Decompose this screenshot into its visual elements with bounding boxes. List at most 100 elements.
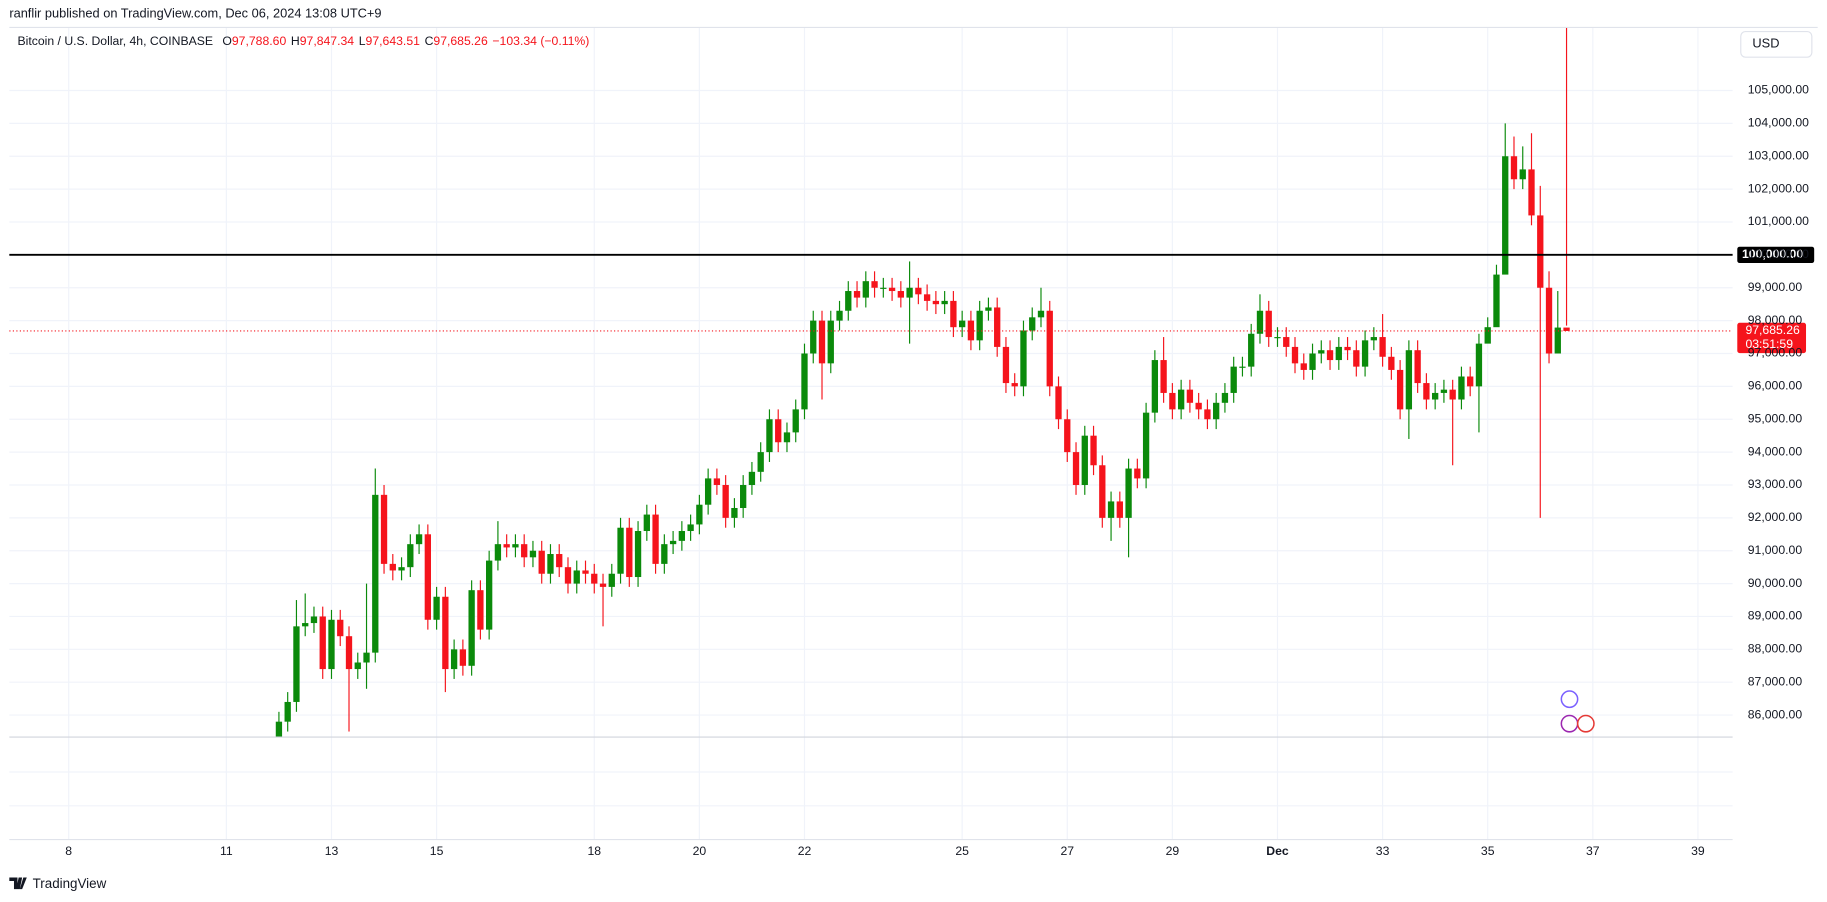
logo-text: TradingView [33, 876, 107, 891]
x-tick-label: 27 [1060, 844, 1074, 858]
x-tick-label: 18 [587, 844, 601, 858]
event-icon[interactable] [1576, 714, 1595, 733]
level-label: 100,000.00 [1742, 247, 1803, 261]
y-tick-label: 91,000.00 [1748, 543, 1803, 557]
candle-body [1537, 215, 1544, 288]
candle-body [1037, 310, 1045, 318]
candle-body [310, 616, 318, 624]
candle-body [836, 310, 843, 321]
candle-body [827, 320, 834, 364]
candle-body [372, 494, 379, 653]
event-icon[interactable] [1560, 714, 1579, 733]
y-tick-label: 98,000.00 [1748, 313, 1803, 327]
candle-body [634, 531, 642, 578]
y-tick-label: 99,000.00 [1748, 280, 1803, 294]
candle-body [1423, 383, 1430, 400]
y-tick-label: 100,000.00 [1748, 247, 1809, 261]
countdown-label: 03:51:59 [1745, 337, 1793, 351]
candle-body [1248, 333, 1255, 367]
x-tick-label: 39 [1691, 844, 1705, 858]
currency-button[interactable] [1740, 30, 1813, 58]
candle-body [284, 701, 291, 722]
candle-body [345, 636, 353, 670]
candle-body [818, 320, 826, 364]
logo: TradingView [9, 876, 107, 891]
candle-body [1142, 412, 1150, 479]
candle-body [486, 560, 493, 630]
candle-body [1414, 350, 1421, 384]
y-tick-label: 87,000.00 [1748, 674, 1803, 688]
candle-body [1545, 287, 1553, 354]
candle-body [415, 534, 423, 545]
candle-body [1230, 366, 1237, 393]
candle-body [1186, 389, 1194, 403]
x-tick-label: 13 [325, 844, 339, 858]
y-tick-label: 96,000.00 [1748, 379, 1803, 393]
candle-body [1107, 501, 1115, 518]
candle-body [845, 291, 852, 311]
candle-body [783, 432, 791, 443]
candle-body [302, 623, 309, 627]
candle-body [1449, 389, 1456, 400]
candle-body [1353, 350, 1360, 367]
candle-body [477, 590, 484, 630]
candle-body [740, 484, 747, 508]
currency-label[interactable]: USD [1752, 36, 1779, 51]
symbol-legend: Bitcoin / U.S. Dollar, 4h, COINBASE O97,7… [17, 34, 589, 48]
candle-body [1195, 402, 1202, 410]
candle-body [652, 514, 659, 564]
y-tick-label: 101,000.00 [1748, 214, 1809, 228]
candle-body [932, 300, 940, 305]
candle-body [424, 534, 431, 620]
candle-body [1379, 337, 1386, 357]
candle-body [950, 300, 957, 328]
y-tick-label: 102,000.00 [1748, 181, 1809, 195]
candle-body [722, 484, 729, 518]
candle-body [617, 527, 624, 574]
candle-body [871, 281, 878, 288]
y-tick-label: 90,000.00 [1748, 576, 1803, 590]
candle-body [1011, 383, 1018, 387]
x-tick-label: 33 [1376, 844, 1390, 858]
candle-body [880, 287, 887, 289]
legend-key: C [425, 34, 434, 48]
candle-body [1020, 330, 1027, 387]
candle-body [608, 573, 615, 587]
candle-body [669, 540, 677, 545]
legend-key: L [359, 34, 366, 48]
candle-body [1160, 360, 1167, 393]
candle-body [766, 419, 773, 453]
candle-body [1283, 337, 1290, 347]
y-tick-label: 103,000.00 [1748, 148, 1809, 162]
candle-body [731, 507, 738, 518]
candle-body [1125, 468, 1132, 518]
candle-body [363, 652, 370, 663]
candle-body [661, 544, 668, 564]
candle-body [1274, 337, 1281, 339]
candle-body [354, 662, 361, 670]
candle-body [275, 721, 283, 737]
y-tick-label: 97,000.00 [1748, 346, 1803, 360]
legend-change: −103.34 (−0.11%) [492, 34, 589, 48]
candle-body [529, 550, 537, 558]
legend-value: 97,788.60 [232, 34, 287, 48]
event-icon[interactable] [1560, 690, 1579, 709]
x-tick-label: 22 [798, 844, 812, 858]
candle-body [1493, 274, 1500, 328]
y-tick-label: 89,000.00 [1748, 609, 1803, 623]
candle-body [862, 281, 869, 298]
candle-body [1099, 465, 1106, 518]
candle-body [1318, 350, 1325, 354]
candle-body [459, 649, 467, 666]
x-tick-label: 11 [220, 844, 233, 858]
candle-body [1002, 346, 1010, 384]
candle-body [1177, 389, 1185, 410]
candle-body [1309, 353, 1316, 370]
candle-body [1467, 376, 1474, 387]
candle-body [1134, 468, 1141, 479]
candle-body [468, 590, 475, 666]
candle-body [1090, 435, 1097, 466]
published-note: ranflir published on TradingView.com, De… [9, 5, 381, 20]
